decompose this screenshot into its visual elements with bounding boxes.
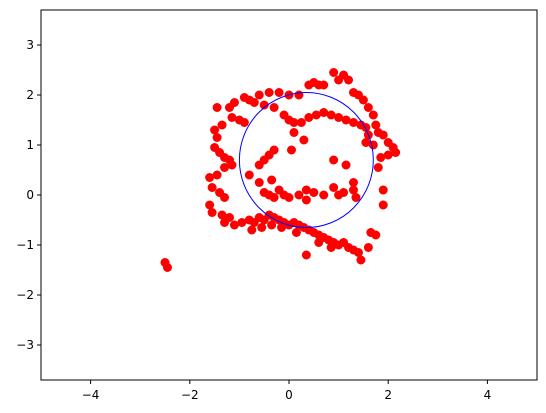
data-point [250,98,259,107]
data-point [220,218,229,227]
data-point [339,188,348,197]
data-point [205,173,214,182]
data-point [267,221,276,230]
y-tick-label: 3 [26,38,34,52]
data-point [213,103,222,112]
data-point [319,191,328,200]
data-point [376,153,385,162]
data-point [245,171,254,180]
data-point [327,243,336,252]
data-point [299,136,308,145]
data-point [292,228,301,237]
x-tick-label: 2 [384,388,392,402]
data-point [369,141,378,150]
data-point [267,176,276,185]
circle-overlay [239,93,373,228]
x-tick-label: 0 [285,388,293,402]
data-point [349,178,358,187]
data-point [257,223,266,232]
data-point [379,131,388,140]
data-point [230,98,239,107]
y-tick-label: 0 [26,188,34,202]
data-point [265,88,274,97]
data-point [319,81,328,90]
x-tick-label: 4 [484,388,492,402]
data-point [227,113,236,122]
x-tick-label: −4 [82,388,100,402]
data-point [275,88,284,97]
data-point [218,121,227,130]
data-point [302,251,311,260]
data-point [351,193,360,202]
y-tick-label: −2 [16,288,34,302]
plot-layer [161,68,401,272]
data-point [366,228,375,237]
data-point [329,183,338,192]
data-point [287,146,296,155]
data-point [359,96,368,105]
data-point [369,111,378,120]
data-point [364,243,373,252]
y-axis-ticks: −3 −2 −1 0 1 2 3 [16,38,41,352]
data-point [213,133,222,142]
data-point [294,191,303,200]
data-point [374,163,383,172]
y-tick-label: −1 [16,238,34,252]
data-point [289,128,298,137]
data-point [364,103,373,112]
data-point [270,193,279,202]
data-point [344,76,353,85]
x-axis-ticks: −4 −2 0 2 4 [82,380,491,402]
data-point [270,146,279,155]
data-point [379,186,388,195]
x-tick-label: −2 [181,388,199,402]
data-point [314,238,323,247]
data-point [163,263,172,272]
data-point [220,193,229,202]
data-point [270,103,279,112]
data-point [302,196,311,205]
data-point [220,163,229,172]
data-point [255,178,264,187]
y-tick-label: 2 [26,88,34,102]
data-point [342,161,351,170]
data-point [309,188,318,197]
data-point [294,91,303,100]
data-point [329,68,338,77]
data-point [356,256,365,265]
data-point [255,91,264,100]
data-point [208,208,217,217]
y-tick-label: 1 [26,138,34,152]
data-point [297,118,306,127]
data-point [379,201,388,210]
data-point [285,193,294,202]
data-point [247,226,256,235]
data-point [208,183,217,192]
data-point [329,156,338,165]
y-tick-label: −3 [16,338,34,352]
